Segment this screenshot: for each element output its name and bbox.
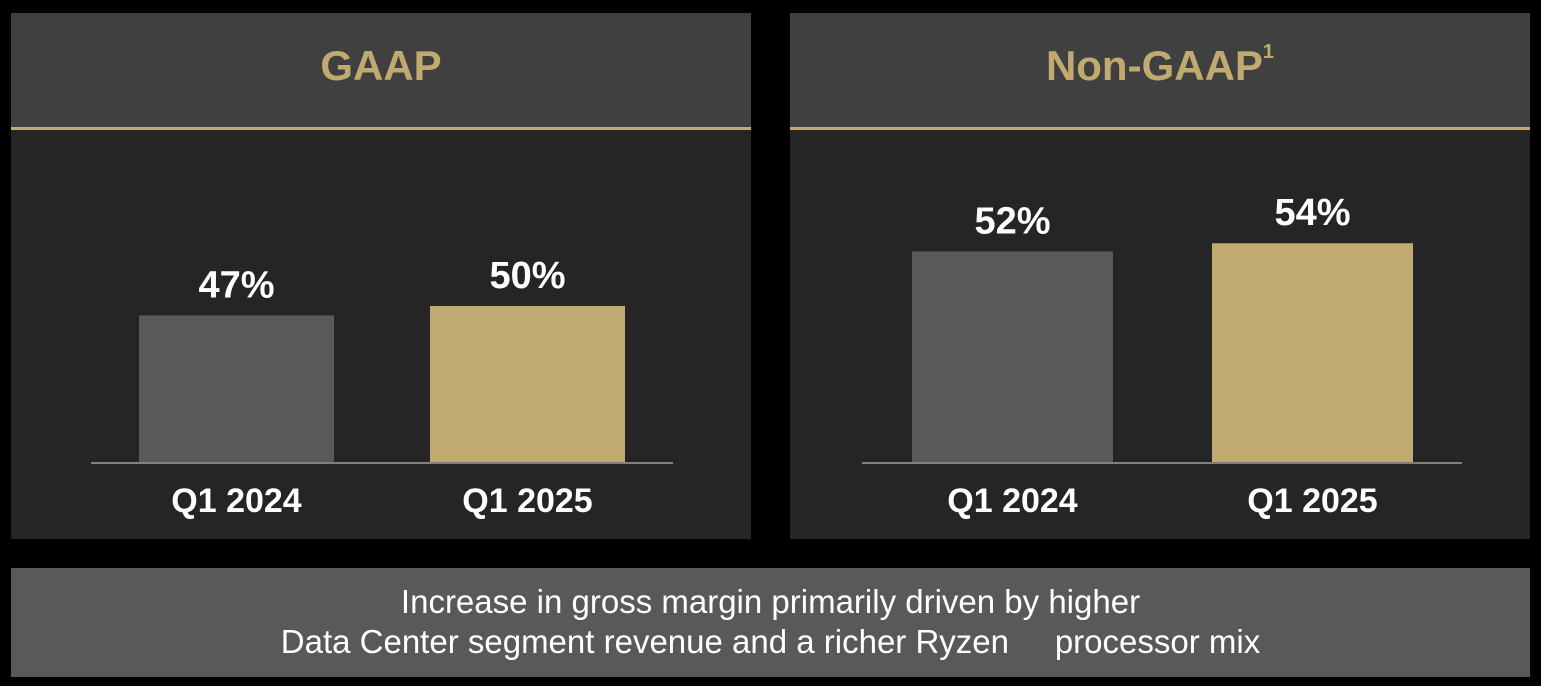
gaap-bar-0 [139,315,334,463]
non-gaap-panel-title: Non-GAAP1 [1045,41,1275,89]
non-gaap-bar-chart: 52% Q1 2024 54% Q1 2025 [862,192,1462,520]
footnote-marker: 1 [1262,41,1275,63]
gaap-category-label-0: Q1 2024 [171,482,302,520]
commentary-line-1: Increase in gross margin primarily drive… [400,583,1141,620]
non-gaap-value-label-1: 54% [1274,192,1350,234]
non-gaap-panel-header: Non-GAAP1 [790,13,1530,130]
gaap-bar-1 [430,306,625,463]
gross-margin-commentary: Increase in gross margin primarily drive… [11,568,1530,677]
gaap-bar-chart: 47% Q1 2024 50% Q1 2025 [91,255,673,520]
gaap-category-label-1: Q1 2025 [462,482,592,520]
non-gaap-category-label-0: Q1 2024 [947,482,1078,520]
gaap-value-label-0: 47% [198,264,274,306]
gaap-panel-title: GAAP [320,42,442,89]
non-gaap-category-label-1: Q1 2025 [1247,482,1377,520]
gaap-panel: GAAP 47% Q1 2024 50% Q1 2025 [11,13,751,539]
gaap-panel-header: GAAP [11,13,751,130]
non-gaap-bar-1 [1212,243,1413,463]
non-gaap-value-label-0: 52% [974,200,1050,242]
non-gaap-bar-0 [912,251,1113,463]
gaap-value-label-1: 50% [489,255,565,297]
non-gaap-panel: Non-GAAP1 52% Q1 2024 54% Q1 2025 [790,13,1530,539]
commentary-line-2: Data Center segment revenue and a richer… [280,623,1261,660]
